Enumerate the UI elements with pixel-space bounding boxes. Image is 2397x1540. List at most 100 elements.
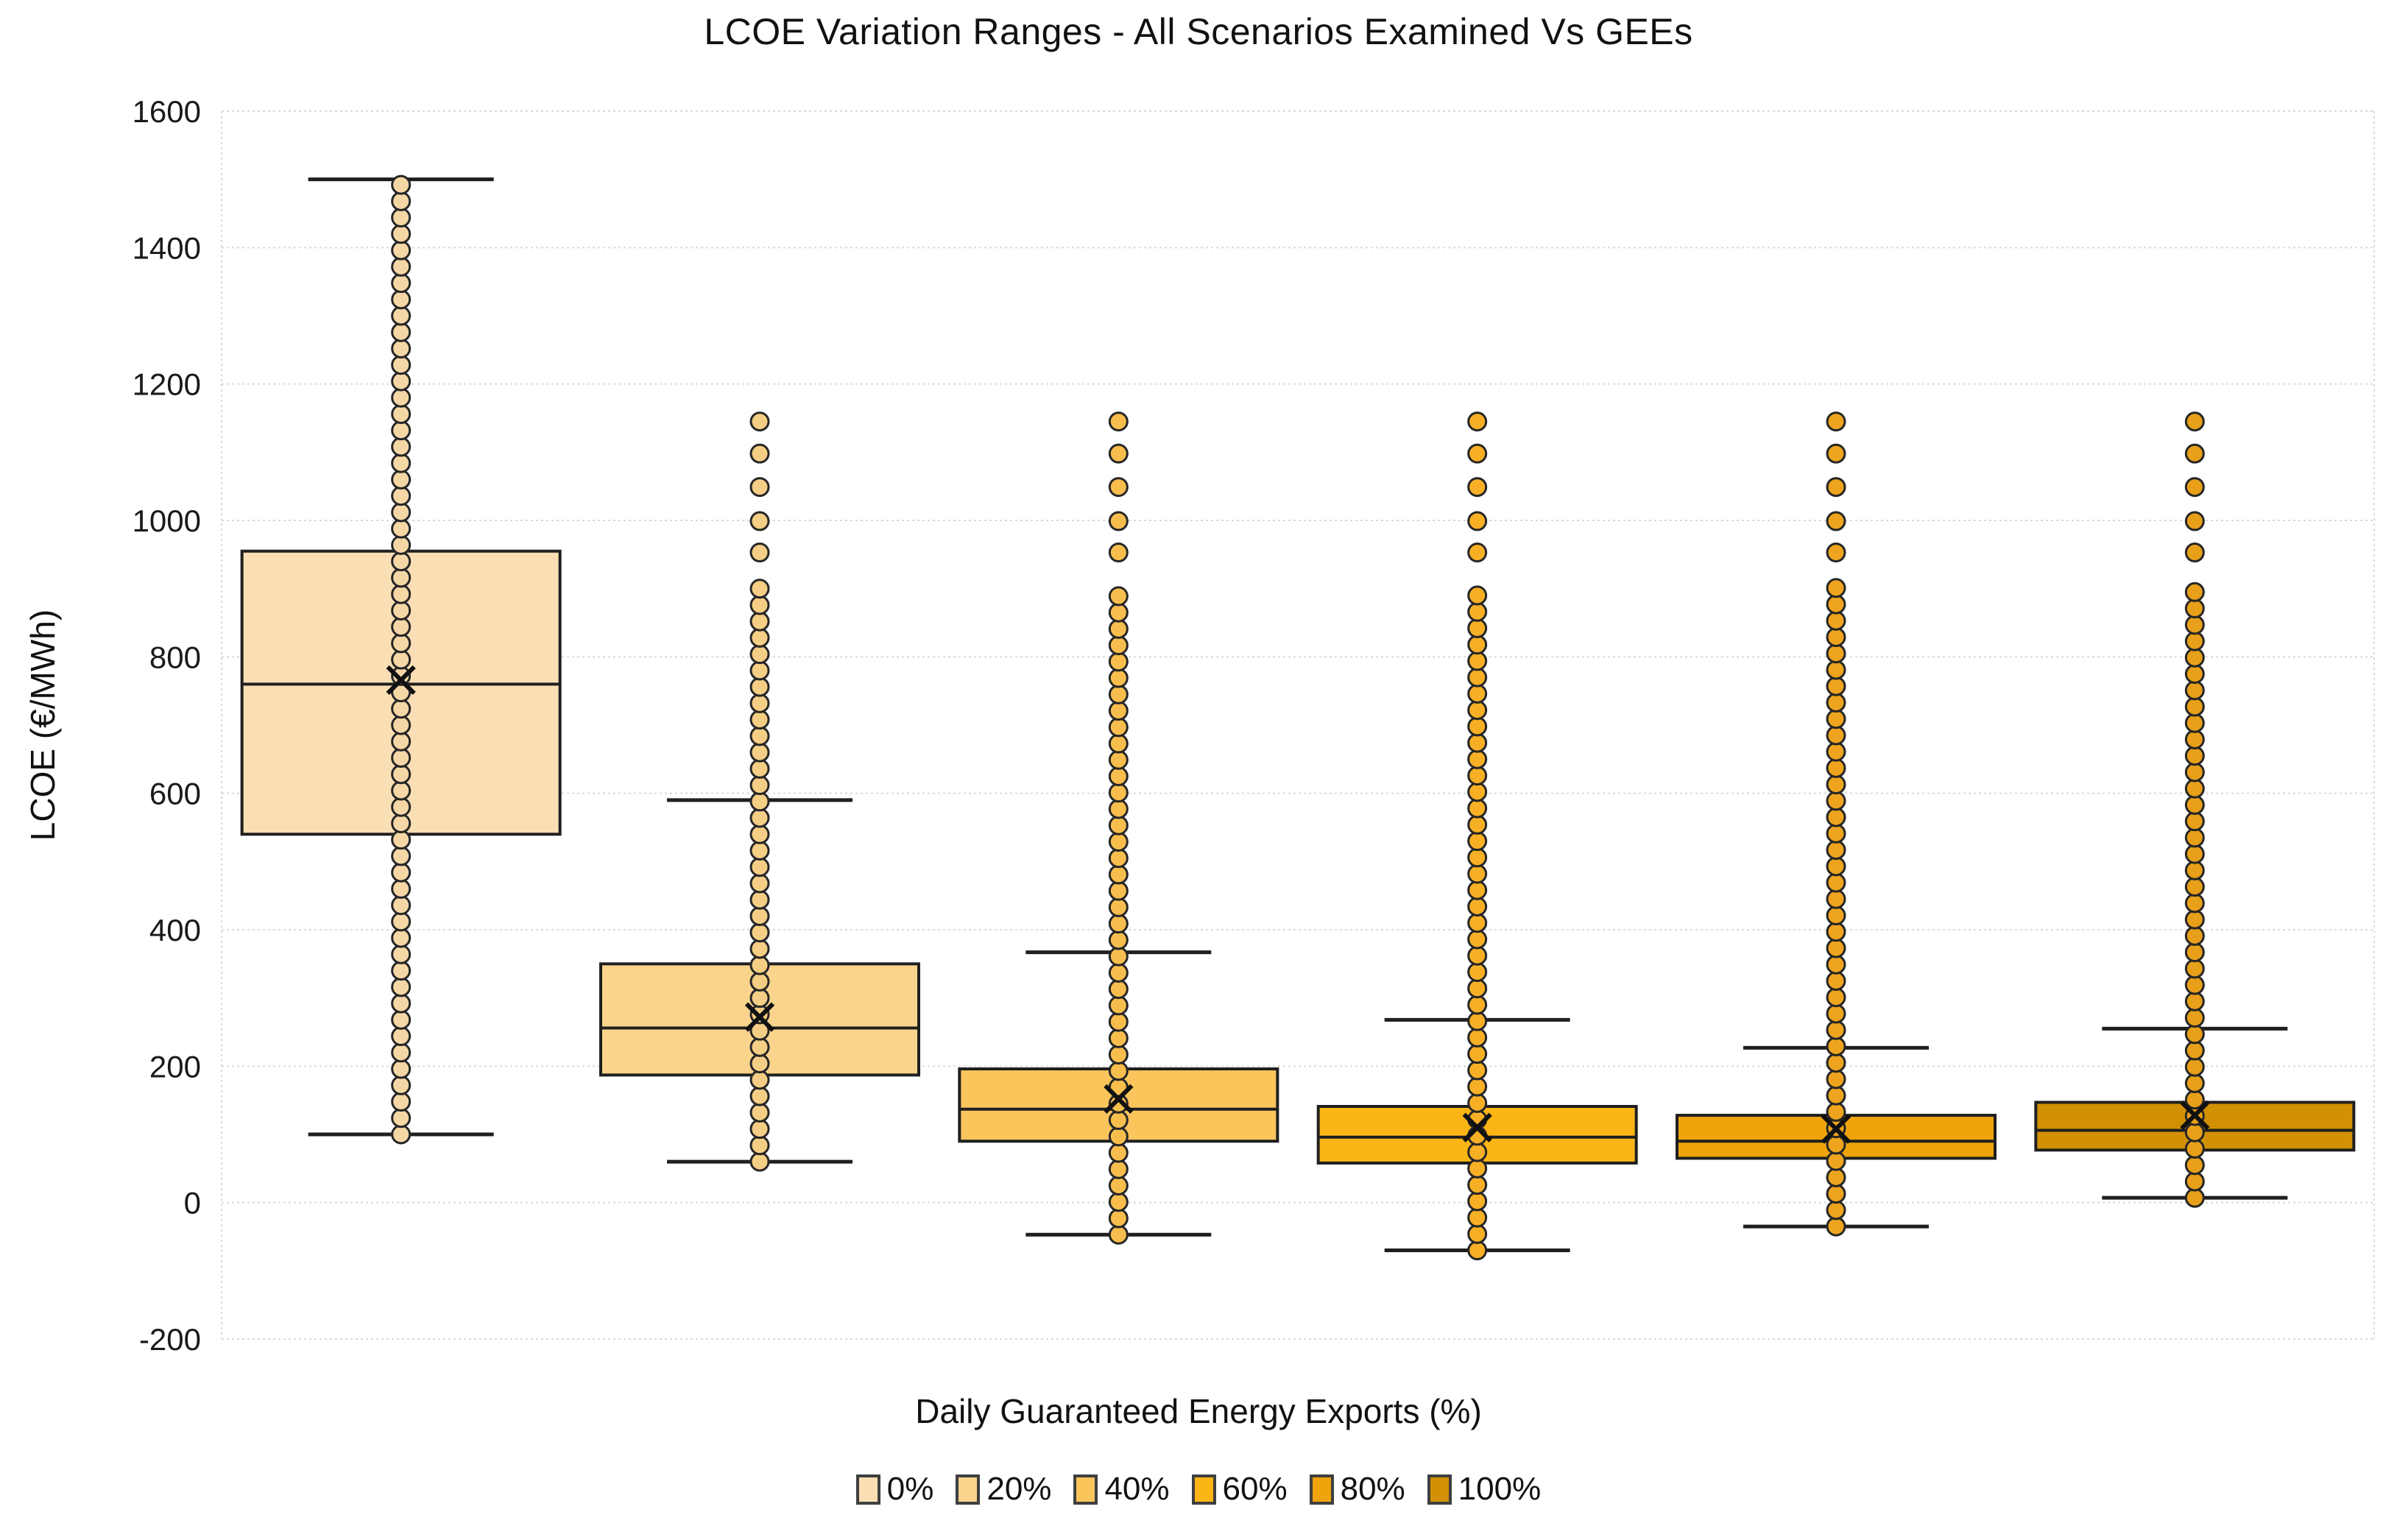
outlier-dot [391, 469, 412, 490]
outlier-dot [749, 808, 770, 828]
outlier-dot [1826, 971, 1846, 991]
outlier-dot [2184, 844, 2205, 864]
outlier-dot [1467, 798, 1488, 819]
legend-item-20%: 20% [956, 1471, 1051, 1508]
outlier-dot [2184, 1008, 2205, 1028]
legend-label: 20% [986, 1471, 1052, 1507]
outlier-dot [2184, 543, 2205, 563]
outlier-dot [2184, 680, 2205, 701]
outlier-dot [1467, 782, 1488, 802]
outlier-dot [1826, 660, 1846, 680]
chart-title: LCOE Variation Ranges - All Scenarios Ex… [704, 11, 1693, 52]
y-tick-label: 200 [149, 1049, 201, 1084]
outlier-dot [1826, 692, 1846, 713]
outlier-dot [1467, 945, 1488, 966]
outlier-dot [1108, 1159, 1129, 1179]
outlier-dot [749, 988, 770, 1009]
outlier-dot [2184, 958, 2205, 979]
outlier-dot [1108, 684, 1129, 704]
outlier-dot [1108, 783, 1129, 803]
outlier-dot [749, 889, 770, 910]
outlier-dot [1467, 995, 1488, 1015]
outlier-dot [2184, 647, 2205, 668]
outlier-dot [1826, 1134, 1846, 1155]
legend-swatch-icon [1073, 1474, 1098, 1505]
outlier-dot [1826, 1069, 1846, 1089]
y-tick-label: 600 [149, 777, 201, 811]
outlier-dot [1467, 1076, 1488, 1097]
outlier-dot [1826, 954, 1846, 975]
outlier-dot [749, 477, 770, 498]
box-plot-20% [599, 412, 920, 1172]
outlier-dot [1467, 543, 1488, 563]
outlier-dot [1826, 676, 1846, 696]
outlier-dot [1826, 791, 1846, 811]
outlier-dot [749, 1036, 770, 1057]
outlier-dot [749, 1151, 770, 1172]
outlier-dot [2184, 1073, 2205, 1093]
outlier-dot [749, 971, 770, 992]
outlier-dot [391, 813, 412, 833]
outlier-dot [1467, 667, 1488, 688]
outlier-dot [1467, 443, 1488, 464]
outlier-dot [2184, 412, 2205, 432]
y-tick-label: 1400 [133, 230, 201, 265]
outlier-dot [1826, 594, 1846, 615]
outlier-dot [391, 322, 412, 342]
outlier-dot [1826, 477, 1846, 498]
outlier-dot [2184, 1187, 2205, 1208]
outlier-dot [391, 633, 412, 654]
outlier-dot [1826, 872, 1846, 893]
outlier-dot [1826, 643, 1846, 664]
outlier-dot [391, 437, 412, 457]
outlier-dot [391, 649, 412, 670]
outlier-dot [1467, 651, 1488, 671]
outlier-dot [1826, 1184, 1846, 1204]
outlier-dot [1108, 979, 1129, 1000]
outlier-dot [1826, 1200, 1846, 1221]
outlier-dot [1467, 863, 1488, 884]
outlier-dot [1826, 741, 1846, 762]
outlier-dot [2184, 975, 2205, 995]
outlier-dot [2184, 877, 2205, 897]
legend-label: 60% [1222, 1471, 1288, 1507]
outlier-dot [1108, 962, 1129, 983]
outlier-dot [1467, 716, 1488, 737]
outlier-dot [749, 1102, 770, 1123]
outlier-dot [1826, 543, 1846, 563]
outlier-dot [749, 873, 770, 894]
outlier-dot [749, 412, 770, 432]
outlier-dot [391, 208, 412, 228]
legend-label: 40% [1104, 1471, 1170, 1507]
outlier-dot [2184, 477, 2205, 498]
outlier-dot [2184, 1138, 2205, 1159]
outlier-dot [749, 1053, 770, 1074]
outlier-dot [2184, 794, 2205, 815]
mean-x-marker [1462, 1112, 1492, 1142]
outlier-dots [2184, 412, 2205, 1208]
outlier-dots [1826, 412, 1846, 1237]
outlier-dot [391, 420, 412, 441]
outlier-dot [1826, 709, 1846, 730]
outlier-dot [1826, 938, 1846, 958]
outlier-dot [391, 993, 412, 1014]
mean-x-marker [1821, 1114, 1851, 1144]
outlier-dot [2184, 713, 2205, 733]
outlier-dot [1826, 412, 1846, 432]
outlier-dot [1467, 847, 1488, 868]
outlier-dot [1467, 700, 1488, 721]
legend-swatch-icon [855, 1474, 880, 1505]
outlier-dot [2184, 893, 2205, 914]
outlier-dot [391, 518, 412, 539]
outlier-dot [2184, 1171, 2205, 1192]
outlier-dot [391, 977, 412, 997]
outlier-dot [749, 955, 770, 975]
x-axis-title: Daily Guaranteed Energy Exports (%) [915, 1392, 1482, 1430]
outlier-dot [391, 551, 412, 572]
outlier-dot [1108, 1061, 1129, 1081]
outlier-dot [391, 862, 412, 883]
outlier-dot [1108, 443, 1129, 464]
outlier-dot [749, 677, 770, 697]
outlier-dot [1467, 896, 1488, 916]
outlier-dot [1108, 1142, 1129, 1163]
